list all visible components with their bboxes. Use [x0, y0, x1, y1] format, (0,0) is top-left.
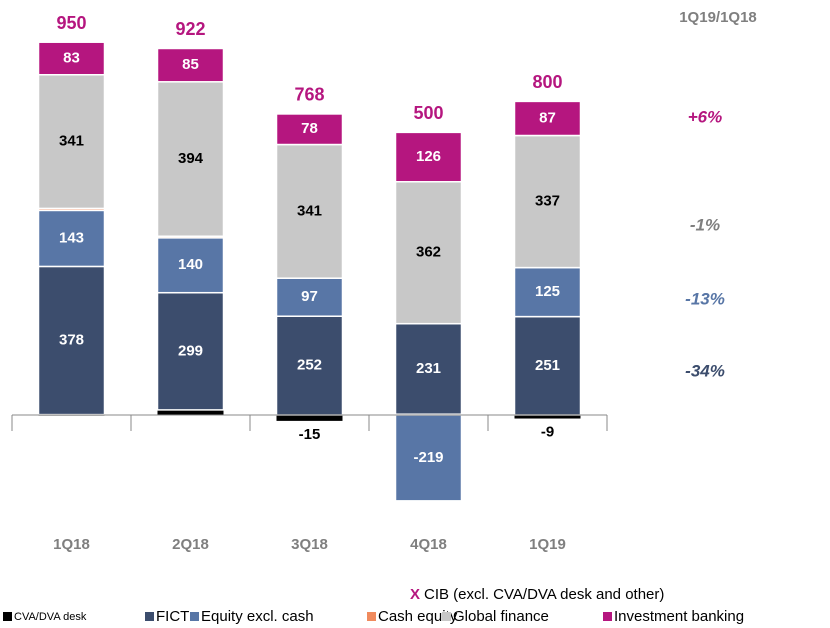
segment-label: 341: [297, 202, 322, 219]
bar-segment: [37, 41, 106, 76]
segment-label: 87: [539, 109, 556, 126]
bar-segment: [156, 291, 225, 411]
growth-label: -34%: [685, 361, 725, 380]
x-tick-label: 1Q18: [53, 536, 90, 553]
bar-segment: [37, 73, 106, 210]
segment-label: -219: [413, 449, 443, 466]
segment-label: -15: [299, 426, 321, 443]
bar-segment: [156, 47, 225, 83]
x-tick-label: 4Q18: [410, 536, 447, 553]
segment-label: -9: [541, 423, 554, 440]
bar-segment: [514, 415, 581, 419]
segment-label: 85: [182, 56, 199, 73]
segment-label: 78: [301, 120, 318, 137]
total-label: 800: [532, 72, 562, 92]
segment-label: 378: [59, 331, 84, 348]
segment-label: 126: [416, 148, 441, 165]
bar-segment: [513, 134, 582, 269]
segment-label: 143: [59, 229, 84, 246]
legend-label: CVA/DVA desk: [14, 611, 87, 623]
x-tick-label: 1Q19: [529, 536, 566, 553]
total-label: 768: [294, 85, 324, 105]
bar-segment: [276, 415, 343, 421]
legend-label: Cash equity: [378, 608, 458, 625]
bar-segment: [394, 181, 463, 325]
bar-segment: [394, 131, 463, 183]
subtitle: CIB (excl. CVA/DVA desk and other): [424, 586, 664, 603]
x-tick-label: 2Q18: [172, 536, 209, 553]
segment-label: 299: [178, 342, 203, 359]
growth-label: -13%: [685, 289, 725, 308]
bar-segment: [157, 409, 224, 415]
legend-label: Investment banking: [614, 608, 744, 625]
bar-segment: [394, 414, 463, 502]
segment-label: 362: [416, 244, 441, 261]
bar-segment: [513, 100, 582, 137]
legend-swatch: [145, 612, 154, 621]
legend-label: Equity excl. cash: [201, 608, 314, 625]
legend-swatch: [3, 612, 12, 621]
segment-label: 252: [297, 357, 322, 374]
subtitle-marker: X: [410, 586, 420, 603]
total-label: 500: [413, 103, 443, 123]
growth-label: +6%: [688, 107, 723, 126]
segment-label: 97: [301, 288, 318, 305]
segment-label: 251: [535, 357, 560, 374]
legend-label: FICT: [156, 608, 189, 625]
segment-label: 394: [178, 150, 204, 167]
segment-label: 125: [535, 283, 560, 300]
segment-label: 83: [63, 49, 80, 66]
bar-segment: [394, 322, 463, 415]
legend-swatch: [442, 612, 451, 621]
total-label: 922: [175, 19, 205, 39]
total-label: 950: [56, 13, 86, 33]
legend-swatch: [603, 612, 612, 621]
segment-label: 140: [178, 256, 203, 273]
bar-segment: [275, 143, 344, 279]
bar-segment: [37, 209, 106, 268]
bar-segment: [275, 113, 344, 146]
bar-segment: [513, 315, 582, 416]
segment-label: 231: [416, 360, 441, 377]
bar-segment: [513, 266, 582, 318]
legend-swatch: [367, 612, 376, 621]
x-tick-label: 3Q18: [291, 536, 328, 553]
legend-swatch: [190, 612, 199, 621]
legend-label: Global finance: [453, 608, 549, 625]
growth-title: 1Q19/1Q18: [679, 9, 757, 26]
segment-label: 337: [535, 193, 560, 210]
segment-label: 341: [59, 133, 84, 150]
growth-label: -1%: [690, 215, 720, 234]
